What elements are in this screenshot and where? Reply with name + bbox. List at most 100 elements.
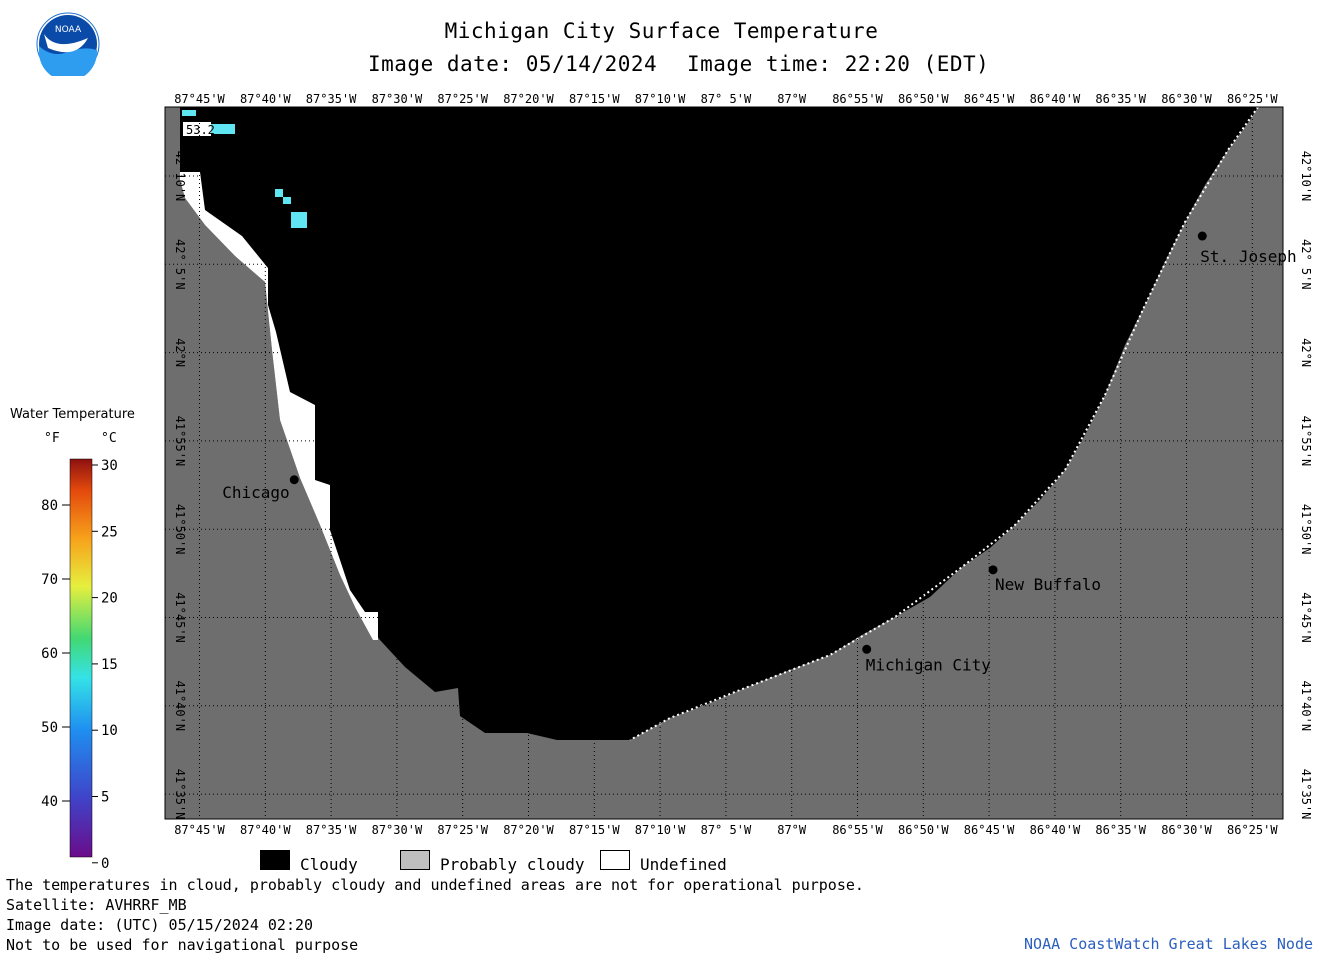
latitude-tick-label: 41°55'N: [173, 416, 187, 467]
latitude-tick-label: 41°40'N: [1299, 681, 1313, 732]
longitude-tick-label: 86°50'W: [898, 823, 949, 837]
longitude-tick-label: 86°55'W: [832, 823, 883, 837]
longitude-tick-label: 87°W: [777, 823, 807, 837]
longitude-tick-label: 87°10'W: [635, 823, 686, 837]
unit-celsius: °C: [101, 431, 117, 446]
footer-note: The temperatures in cloud, probably clou…: [6, 876, 864, 894]
latitude-labels-left: 42°10'N 42° 5'N 42°N 41°55'N 41°50'N 41°45'N 4…: [173, 151, 187, 820]
fahrenheit-tick-label: 60: [41, 646, 58, 662]
unit-fahrenheit: °F: [44, 431, 60, 446]
longitude-tick-label: 86°40'W: [1030, 92, 1081, 106]
longitude-tick-label: 86°25'W: [1227, 823, 1278, 837]
latitude-tick-label: 42°10'N: [173, 151, 187, 202]
map-title: Michigan City Surface Temperature: [444, 19, 879, 43]
longitude-tick-label: 87°45'W: [174, 92, 225, 106]
celsius-tick-label: 0: [101, 856, 109, 872]
latitude-tick-label: 41°35'N: [173, 769, 187, 820]
city-label: St. Joseph: [1200, 247, 1296, 266]
fahrenheit-tick-label: 40: [41, 794, 58, 810]
temperature-color-bar: [69, 458, 93, 858]
longitude-tick-label: 87°25'W: [437, 92, 488, 106]
longitude-tick-label: 86°55'W: [832, 92, 883, 106]
city-label: Michigan City: [866, 655, 992, 674]
longitude-tick-label: 86°45'W: [964, 92, 1015, 106]
longitude-tick-label: 87°40'W: [240, 823, 291, 837]
image-date-local: Image date: 05/14/2024: [368, 52, 658, 76]
longitude-tick-label: 87°20'W: [503, 92, 554, 106]
noaa-logo-text: NOAA: [55, 25, 82, 35]
footer-utc-date: Image date: (UTC) 05/15/2024 02:20: [6, 916, 314, 934]
key-probably-cloudy-swatch: [400, 850, 430, 870]
latitude-tick-label: 42°10'N: [1299, 151, 1313, 202]
longitude-tick-label: 86°35'W: [1095, 823, 1146, 837]
sample-value-box: [183, 122, 211, 136]
longitude-tick-label: 87°30'W: [372, 92, 423, 106]
longitude-tick-label: 86°30'W: [1161, 92, 1212, 106]
latitude-tick-label: 41°35'N: [1299, 769, 1313, 820]
celsius-ticks: 30 25 20 15 10 5 0: [92, 458, 118, 872]
longitude-tick-label: 86°45'W: [964, 823, 1015, 837]
longitude-tick-label: 86°25'W: [1227, 92, 1278, 106]
longitude-tick-label: 87°W: [777, 92, 807, 106]
city-dot: [862, 644, 872, 654]
city-dot: [1197, 231, 1207, 241]
longitude-labels-bottom: 87°45'W 87°40'W 87°35'W 87°30'W 87°25'W 87°20…: [174, 823, 1278, 837]
key-cloudy-label: Cloudy: [300, 855, 358, 874]
longitude-tick-label: 87°35'W: [306, 92, 357, 106]
city-dot: [988, 565, 998, 575]
footer-warning: Not to be used for navigational purpose: [6, 936, 359, 954]
fahrenheit-tick-label: 80: [41, 498, 58, 514]
celsius-tick-label: 5: [101, 790, 109, 806]
longitude-tick-label: 87°15'W: [569, 92, 620, 106]
city-label: Chicago: [222, 483, 289, 502]
latitude-tick-label: 41°45'N: [173, 592, 187, 643]
key-cloudy-swatch: [260, 850, 290, 870]
latitude-tick-label: 42°N: [173, 338, 187, 367]
key-undefined-swatch: [600, 850, 630, 870]
longitude-tick-label: 86°30'W: [1161, 823, 1212, 837]
longitude-tick-label: 87°10'W: [635, 92, 686, 106]
footer-credit: NOAA CoastWatch Great Lakes Node: [1024, 935, 1313, 953]
key-probably-cloudy-label: Probably cloudy: [440, 855, 585, 874]
latitude-tick-label: 42° 5'N: [173, 239, 187, 290]
key-undefined-label: Undefined: [640, 855, 727, 874]
longitude-tick-label: 87°35'W: [306, 823, 357, 837]
city-label: New Buffalo: [995, 575, 1101, 594]
sample-value: 53.2: [186, 123, 215, 137]
fahrenheit-tick-label: 70: [41, 572, 58, 588]
footer-satellite: Satellite: AVHRRF_MB: [6, 896, 187, 914]
longitude-tick-label: 87°20'W: [503, 823, 554, 837]
longitude-tick-label: 87° 5'W: [701, 92, 752, 106]
noaa-logo: NOAA: [36, 12, 100, 76]
latitude-tick-label: 41°45'N: [1299, 592, 1313, 643]
celsius-tick-label: 25: [101, 524, 118, 540]
celsius-tick-label: 10: [101, 723, 118, 739]
undefined-fringe: [180, 172, 378, 640]
longitude-tick-label: 87°25'W: [437, 823, 488, 837]
graticule: [165, 107, 1283, 819]
latitude-tick-label: 41°55'N: [1299, 416, 1313, 467]
longitude-tick-label: 87° 5'W: [701, 823, 752, 837]
longitude-tick-label: 86°50'W: [898, 92, 949, 106]
longitude-labels-top: 87°45'W 87°40'W 87°35'W 87°30'W 87°25'W 87°20…: [174, 92, 1278, 106]
fahrenheit-ticks: 80 70 60 50 40: [41, 498, 70, 810]
city-markers: Chicago St. Joseph New Buffalo Michigan Cit…: [222, 231, 1297, 674]
longitude-tick-label: 87°40'W: [240, 92, 291, 106]
celsius-tick-label: 15: [101, 657, 118, 673]
lake-michigan-cloudy: [180, 107, 1258, 740]
celsius-tick-label: 20: [101, 591, 118, 607]
city-dot: [289, 475, 299, 485]
latitude-tick-label: 42° 5'N: [1299, 239, 1313, 290]
image-time-local: Image time: 22:20 (EDT): [687, 52, 990, 76]
longitude-tick-label: 87°15'W: [569, 823, 620, 837]
latitude-labels-right: 42°10'N 42° 5'N 42°N 41°55'N 41°50'N 41°45'N 4…: [1299, 151, 1313, 820]
longitude-tick-label: 86°40'W: [1030, 823, 1081, 837]
latitude-tick-label: 41°50'N: [1299, 504, 1313, 555]
latitude-tick-label: 41°40'N: [173, 681, 187, 732]
longitude-tick-label: 87°45'W: [174, 823, 225, 837]
latitude-tick-label: 42°N: [1299, 338, 1313, 367]
undefined-fringe-east: [629, 106, 1259, 741]
fahrenheit-tick-label: 50: [41, 720, 58, 736]
temperature-pixels: [182, 110, 307, 228]
celsius-tick-label: 30: [101, 458, 118, 474]
